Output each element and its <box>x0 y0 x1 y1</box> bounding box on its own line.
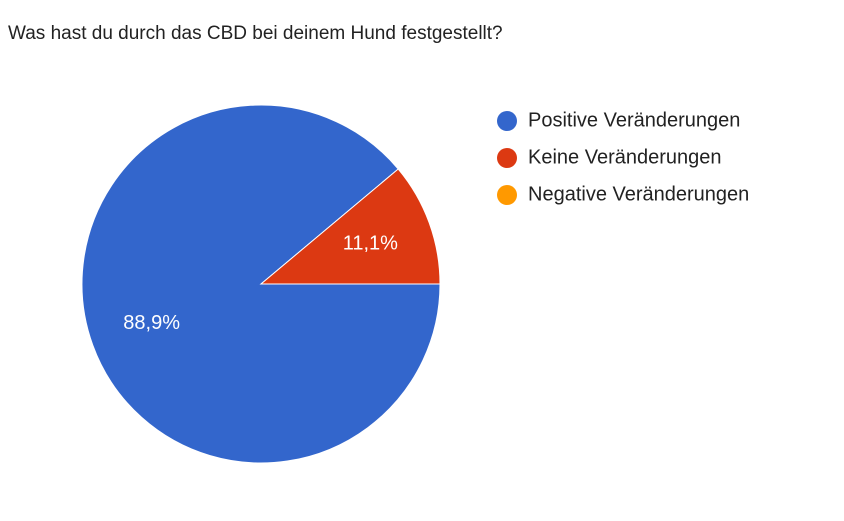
legend-marker <box>497 148 517 168</box>
slice-label: 11,1% <box>343 233 398 255</box>
chart-title: Was hast du durch das CBD bei deinem Hun… <box>8 23 503 44</box>
pie-slice <box>81 104 441 464</box>
legend-label: Negative Veränderungen <box>528 183 749 205</box>
legend-marker <box>497 185 517 205</box>
slice-label: 88,9% <box>123 312 180 334</box>
legend-label: Positive Veränderungen <box>528 109 740 131</box>
legend-marker <box>497 111 517 131</box>
pie-slice <box>259 168 441 285</box>
legend-label: Keine Veränderungen <box>528 146 722 168</box>
